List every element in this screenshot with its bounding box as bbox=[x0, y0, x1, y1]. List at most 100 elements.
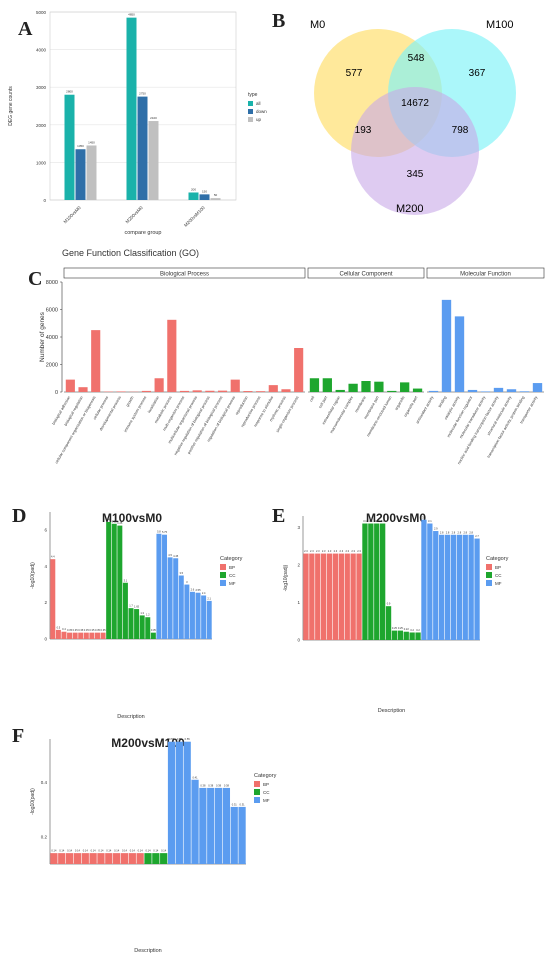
data-label: 2.3 bbox=[328, 549, 332, 553]
x-tick-label-c: organelle bbox=[394, 396, 405, 412]
chart-a-deg-counts: 0 1000 2000 3000 4000 5000 2800 1350 1450 M100vsM… bbox=[8, 10, 267, 236]
facet-strip-c bbox=[307, 267, 425, 279]
data-label: 5.8 bbox=[157, 529, 161, 533]
bar-cc bbox=[160, 853, 168, 864]
bar-c bbox=[493, 387, 504, 392]
legend-swatch-cc bbox=[486, 572, 492, 578]
bar-c bbox=[230, 379, 240, 392]
bar-c bbox=[348, 383, 358, 392]
legend-swatch-bp bbox=[486, 564, 492, 570]
bar-mf bbox=[450, 534, 457, 640]
data-label: 0.14 bbox=[106, 849, 112, 853]
bar-mf bbox=[201, 595, 207, 639]
bar-bp bbox=[72, 632, 78, 639]
data-label: 3.1 bbox=[124, 578, 128, 582]
bar-bp bbox=[67, 632, 73, 639]
bar-mf bbox=[474, 538, 480, 640]
bar-c bbox=[281, 389, 291, 392]
data-label: 3.5 bbox=[179, 571, 183, 575]
y-tick-label-a: 0 bbox=[43, 198, 46, 203]
bar-bp bbox=[50, 853, 58, 864]
data-label: 0.14 bbox=[67, 849, 73, 853]
data-label: 3.1 bbox=[428, 519, 432, 523]
data-label: 2.8 bbox=[463, 530, 467, 534]
bar-bp bbox=[81, 853, 89, 864]
y-tick-label-a: 3000 bbox=[36, 85, 47, 90]
facet-label-c: Biological Process bbox=[160, 272, 209, 278]
data-label-a: 1450 bbox=[88, 140, 95, 144]
data-label: 2.8 bbox=[452, 530, 456, 534]
bar-cc bbox=[403, 631, 409, 640]
bar-bp bbox=[303, 553, 309, 640]
bar-mf bbox=[167, 557, 173, 639]
bar-a-down bbox=[75, 149, 86, 200]
panel-letter-f: F bbox=[12, 725, 25, 747]
x-tick-label-a: M200vsM100 bbox=[183, 205, 206, 228]
bar-bp bbox=[309, 553, 315, 640]
data-label: 2.7 bbox=[475, 534, 479, 538]
x-tick-label-c: antioxidant activity bbox=[415, 395, 434, 424]
data-label: 3.1 bbox=[375, 519, 379, 523]
venn-region-m0: 577 bbox=[346, 68, 363, 79]
panel-letter-a: A bbox=[18, 18, 33, 40]
legend-label-a: down bbox=[256, 109, 267, 114]
chart-d-m100vsm0: M100vsM0 0 2 4 6 -log10(padj) Description 4.4 0.… bbox=[30, 511, 243, 720]
bar-bp bbox=[58, 853, 66, 864]
bar-bp bbox=[83, 632, 89, 639]
data-label: 0.14 bbox=[75, 849, 81, 853]
y-tick-label: 0.4 bbox=[41, 780, 48, 785]
y-axis-label: -log10(padj) bbox=[30, 562, 36, 589]
data-label: 3.1 bbox=[369, 519, 373, 523]
venn-region-m200: 345 bbox=[407, 169, 424, 180]
y-tick-label-c: 6000 bbox=[46, 308, 58, 314]
data-label: 0.14 bbox=[91, 849, 97, 853]
panel-letter-b: B bbox=[272, 10, 286, 32]
bar-c bbox=[78, 387, 88, 392]
y-tick-label: 3 bbox=[297, 525, 300, 530]
data-label: 0.38 bbox=[224, 783, 230, 787]
data-label: 2.6 bbox=[191, 587, 195, 591]
x-tick-label-c: macromolecular complex bbox=[329, 395, 354, 434]
y-tick-label: 0.2 bbox=[41, 834, 48, 839]
data-label: 0.41 bbox=[193, 775, 199, 779]
bar-bp bbox=[338, 553, 344, 640]
data-label: 4.4 bbox=[51, 555, 55, 559]
bar-a-up bbox=[86, 145, 97, 200]
x-tick-label-c: localization bbox=[147, 396, 160, 414]
bar-cc bbox=[362, 523, 368, 640]
bar-c bbox=[205, 390, 215, 392]
facet-label-c: Molecular Function bbox=[460, 272, 511, 278]
data-label-a: 2100 bbox=[150, 116, 157, 120]
data-label: 6.35 bbox=[112, 519, 118, 523]
y-tick-label: 1 bbox=[297, 600, 300, 605]
data-label: 3.2 bbox=[422, 515, 426, 519]
x-axis-label: Description bbox=[134, 948, 162, 954]
venn-set-label-m200: M200 bbox=[396, 203, 424, 215]
bar-cc bbox=[128, 608, 134, 639]
data-label: 0.35 bbox=[151, 628, 157, 632]
legend-title-a: type bbox=[248, 92, 258, 98]
data-label: 1.7 bbox=[129, 604, 133, 608]
x-tick-label-c: growth bbox=[125, 396, 134, 408]
data-label: 0.55 bbox=[185, 737, 191, 741]
bar-c bbox=[441, 299, 452, 392]
y-axis-label: -log10(padj) bbox=[30, 788, 36, 815]
bar-c bbox=[361, 381, 371, 392]
bar-mf bbox=[214, 787, 223, 864]
data-label: 0.55 bbox=[177, 737, 183, 741]
data-label: 0.14 bbox=[83, 849, 89, 853]
venn-region-m0-m200: 193 bbox=[355, 125, 372, 136]
bar-cc bbox=[134, 609, 140, 639]
bar-bp bbox=[89, 632, 95, 639]
x-tick-label-a: M200vsM0 bbox=[125, 205, 144, 224]
bar-mf bbox=[167, 741, 176, 864]
data-label-a: 1350 bbox=[77, 144, 84, 148]
legend-label-a: up bbox=[256, 117, 262, 122]
y-tick-label-a: 1000 bbox=[36, 160, 47, 165]
bar-cc bbox=[409, 632, 415, 640]
legend-swatch-cc bbox=[254, 789, 260, 795]
legend-label: BP bbox=[229, 565, 235, 570]
data-label: 3.1 bbox=[363, 519, 367, 523]
bar-c bbox=[428, 390, 439, 392]
